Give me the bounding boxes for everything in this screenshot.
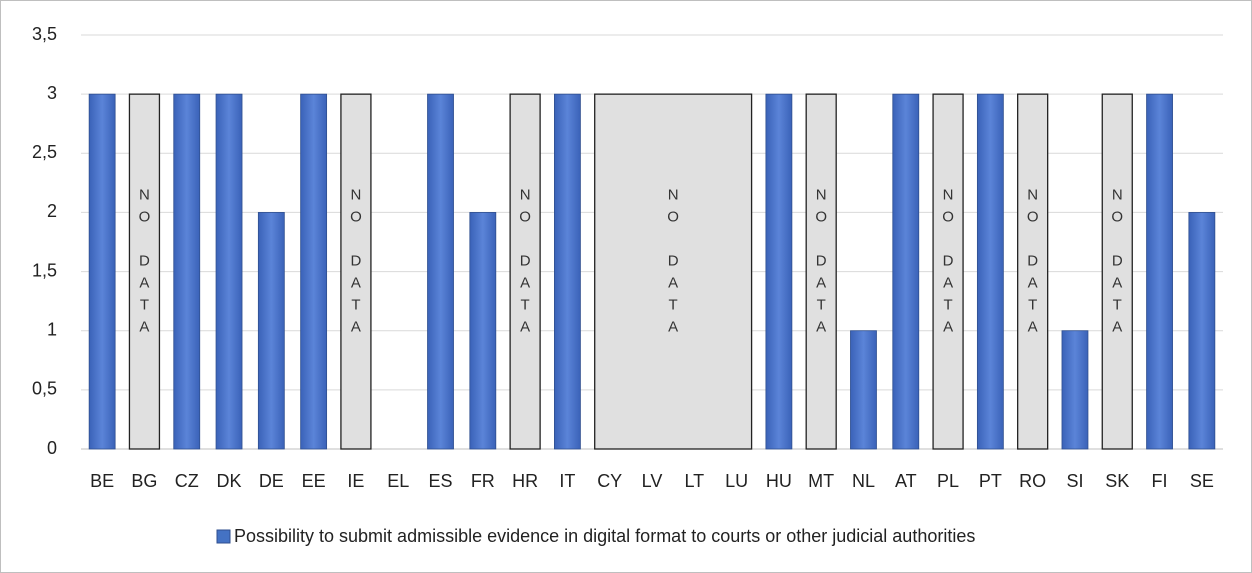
y-tick-label: 1,5	[32, 260, 57, 280]
no-data-box	[1017, 93, 1049, 450]
x-tick-label: SE	[1190, 471, 1214, 491]
x-tick-label: HR	[512, 471, 538, 491]
x-tick-label: IT	[559, 471, 575, 491]
x-tick-label: CZ	[175, 471, 199, 491]
bar	[469, 212, 497, 450]
x-tick-label: FI	[1152, 471, 1168, 491]
x-tick-label: EL	[387, 471, 409, 491]
x-tick-label: ES	[429, 471, 453, 491]
legend-label: Possibility to submit admissible evidenc…	[234, 526, 975, 546]
x-tick-label: AT	[895, 471, 917, 491]
x-tick-label: RO	[1019, 471, 1046, 491]
no-data-box	[128, 93, 161, 450]
bar	[215, 93, 243, 450]
legend-swatch	[216, 529, 231, 544]
y-tick-label: 0,5	[32, 379, 57, 399]
x-tick-label: EE	[302, 471, 326, 491]
y-tick-label: 2,5	[32, 142, 57, 162]
x-tick-label: NL	[852, 471, 875, 491]
x-tick-label: DE	[259, 471, 284, 491]
bar	[88, 93, 116, 450]
x-tick-label: IE	[347, 471, 364, 491]
no-data-box	[594, 93, 753, 450]
no-data-box	[509, 93, 541, 450]
bar	[300, 93, 328, 450]
x-tick-label: CY	[597, 471, 622, 491]
bar	[976, 93, 1004, 450]
bar	[257, 212, 285, 450]
y-tick-label: 2	[47, 201, 57, 221]
x-tick-label: LV	[642, 471, 663, 491]
x-tick-label: LT	[684, 471, 704, 491]
x-tick-label: PL	[937, 471, 959, 491]
bar	[173, 93, 201, 450]
bar	[765, 93, 793, 450]
x-tick-label: FR	[471, 471, 495, 491]
bar	[892, 93, 920, 450]
x-tick-label: LU	[725, 471, 748, 491]
x-tick-label: PT	[979, 471, 1002, 491]
y-tick-label: 1	[47, 319, 57, 339]
no-data-box	[340, 93, 372, 450]
bar	[850, 330, 877, 450]
x-tick-label: MT	[808, 471, 834, 491]
x-tick-label: BE	[90, 471, 114, 491]
x-tick-label: DK	[217, 471, 242, 491]
y-tick-label: 0	[47, 438, 57, 458]
bar	[554, 93, 581, 450]
bar	[1146, 93, 1173, 450]
bar	[1061, 330, 1089, 450]
bar	[427, 93, 454, 450]
no-data-box	[805, 93, 837, 450]
x-tick-label: SK	[1105, 471, 1129, 491]
y-tick-label: 3,5	[32, 24, 57, 44]
bar	[1188, 212, 1216, 450]
x-tick-label: SI	[1066, 471, 1083, 491]
no-data-box	[932, 93, 964, 450]
no-data-box	[1101, 93, 1133, 450]
x-tick-label: HU	[766, 471, 792, 491]
x-tick-label: BG	[131, 471, 157, 491]
y-tick-label: 3	[47, 83, 57, 103]
